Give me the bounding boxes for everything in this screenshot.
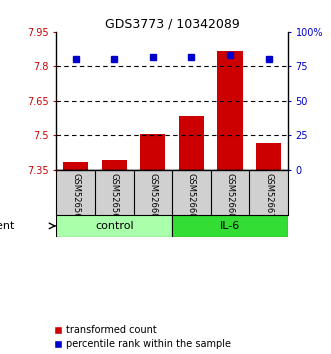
Text: GSM526605: GSM526605 — [225, 173, 235, 224]
Title: GDS3773 / 10342089: GDS3773 / 10342089 — [105, 18, 240, 31]
Bar — [56, 215, 172, 237]
Bar — [102, 160, 127, 170]
Text: agent: agent — [0, 221, 15, 231]
Text: GSM526561: GSM526561 — [71, 173, 80, 224]
Bar — [140, 134, 166, 170]
Text: GSM526602: GSM526602 — [148, 173, 157, 224]
Text: GSM526603: GSM526603 — [187, 173, 196, 224]
Text: GSM526562: GSM526562 — [110, 173, 119, 224]
Bar — [256, 143, 281, 170]
Bar — [172, 215, 288, 237]
Bar — [217, 51, 243, 170]
Text: IL-6: IL-6 — [220, 221, 240, 231]
Legend: transformed count, percentile rank within the sample: transformed count, percentile rank withi… — [55, 325, 231, 349]
Bar — [179, 116, 204, 170]
Text: control: control — [95, 221, 133, 231]
Text: GSM526678: GSM526678 — [264, 173, 273, 224]
Bar — [63, 161, 88, 170]
